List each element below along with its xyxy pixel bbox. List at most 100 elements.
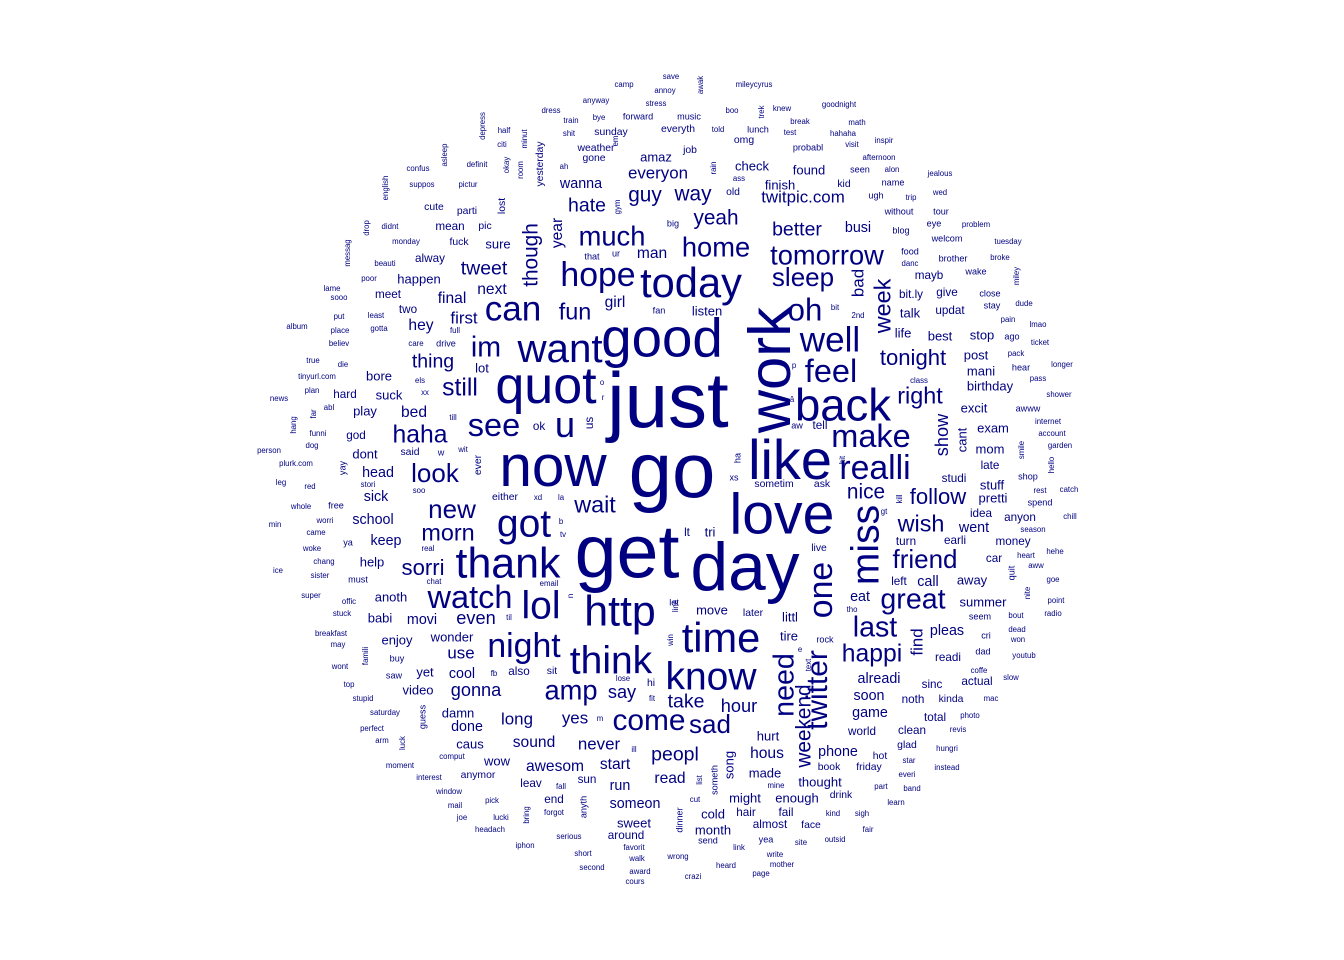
word: next	[477, 281, 507, 299]
word: ticket	[1030, 338, 1050, 348]
word: idea	[969, 507, 993, 521]
word: hope	[560, 256, 636, 295]
word: week	[869, 278, 896, 334]
word: back	[794, 379, 892, 431]
word: knew	[772, 104, 792, 114]
word: look	[411, 458, 459, 488]
word: car	[985, 552, 1003, 566]
word: drink	[829, 789, 853, 801]
word: job	[683, 144, 697, 156]
word: die	[337, 360, 349, 370]
word: comput	[439, 752, 465, 762]
word: play	[353, 403, 377, 419]
word: true	[306, 356, 320, 366]
word: also	[508, 665, 530, 679]
word: anymor	[460, 769, 496, 781]
word: free	[328, 500, 344, 511]
word: send	[698, 835, 718, 846]
word: offic	[341, 597, 357, 607]
word: short	[574, 849, 592, 859]
word: favorit	[623, 843, 645, 853]
word: forward	[622, 111, 654, 122]
word: fall	[556, 782, 566, 792]
word: haha	[392, 421, 448, 449]
word: final	[437, 290, 467, 308]
word: p	[791, 361, 797, 371]
word: gym	[613, 199, 623, 215]
word: dead	[1008, 625, 1026, 635]
word: cri	[981, 630, 991, 641]
word: depress	[478, 112, 488, 140]
word: quit	[1006, 565, 1017, 581]
word: move	[696, 602, 728, 618]
word: miss	[844, 504, 888, 586]
word: parti	[456, 205, 478, 217]
word: may	[330, 640, 346, 650]
word: xx	[421, 388, 429, 398]
word: win	[666, 634, 676, 646]
word: wait	[574, 491, 616, 518]
word: hous	[750, 745, 784, 763]
word: heard	[716, 861, 736, 871]
word: pleas	[929, 622, 965, 639]
word: broke	[990, 253, 1010, 263]
word: everyth	[660, 123, 696, 135]
word: dress	[541, 106, 561, 116]
word: lt	[684, 526, 690, 540]
word: minut	[520, 129, 530, 149]
word: sit	[546, 665, 558, 677]
word: wish	[897, 510, 945, 537]
word: can	[484, 289, 542, 329]
word: tv	[559, 530, 567, 540]
word: rest	[1033, 486, 1047, 496]
word: tonight	[879, 344, 947, 370]
word: school	[352, 511, 394, 528]
word: alreadi	[857, 670, 901, 687]
word: gonna	[450, 679, 502, 700]
word: moment	[385, 761, 415, 771]
word: whole	[290, 502, 312, 512]
word: wow	[483, 753, 511, 769]
word: end	[544, 793, 564, 807]
word: weekend	[792, 684, 816, 768]
word: luck	[398, 736, 408, 750]
word: didnt	[381, 222, 399, 232]
word: sister	[310, 571, 330, 581]
word: phone	[818, 743, 858, 760]
word: everyon	[627, 163, 689, 183]
word: wrong	[667, 852, 689, 862]
word: say	[607, 681, 637, 702]
word: funni	[309, 429, 327, 439]
word: food	[901, 246, 919, 257]
word: bed	[400, 404, 428, 422]
word: radio	[1044, 609, 1062, 619]
word: that	[584, 251, 600, 262]
word: serious	[556, 832, 582, 842]
word: alon	[884, 165, 900, 175]
word: crazi	[684, 872, 702, 882]
word: ass	[732, 174, 746, 184]
word: famili	[361, 646, 371, 666]
word: anoth	[374, 589, 408, 605]
word: till	[449, 413, 457, 423]
word: mean	[435, 220, 465, 234]
word: lame	[323, 284, 341, 294]
word: window	[435, 787, 463, 797]
word: though	[519, 223, 543, 287]
word: later	[742, 607, 764, 619]
word: book	[817, 761, 841, 773]
word: ur	[611, 248, 621, 259]
word: eye	[926, 218, 942, 229]
word: anyth	[578, 795, 589, 819]
word: garden	[1047, 441, 1073, 451]
word: help	[359, 554, 385, 570]
word: okay	[502, 156, 512, 174]
word: sun	[577, 773, 597, 787]
word: shower	[1046, 390, 1072, 400]
word: tire	[779, 628, 799, 644]
word: earli	[943, 534, 967, 548]
word: kid	[837, 178, 851, 190]
word: lucki	[493, 813, 509, 823]
word: m	[596, 714, 604, 724]
